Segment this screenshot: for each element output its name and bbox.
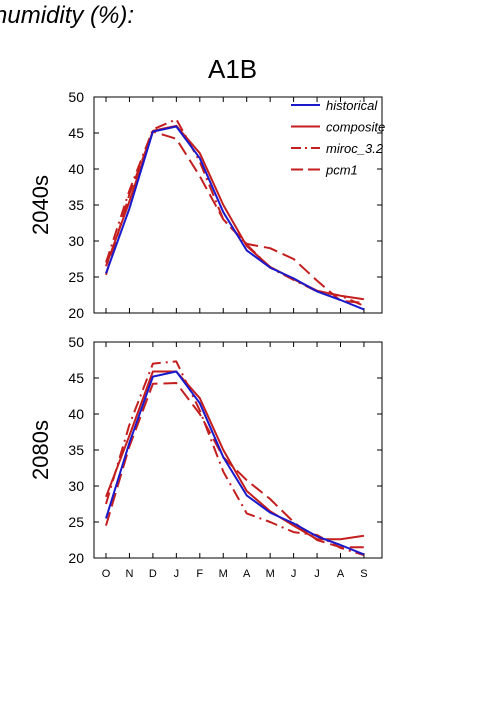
plot-frame: [93, 341, 383, 559]
y-tick-label: 40: [68, 161, 84, 177]
x-tick-label: N: [125, 568, 133, 580]
x-tick-label: M: [219, 568, 228, 580]
x-tick-label: S: [360, 568, 367, 580]
legend: historical composite miroc_3.2 pcm1: [291, 98, 385, 178]
panel-2080s: 20 25 30 35 40 45 50 O N D J F M A M J J A S 2080s: [28, 334, 383, 580]
y-tick-label: 50: [68, 89, 84, 105]
figure-heading: humidity (%):: [0, 2, 135, 29]
panel-2040s: 20 25 30 35 40 45 50 2040s historical composite mi…: [28, 89, 385, 321]
x-tick-label: M: [266, 568, 275, 580]
x-tick-label: J: [291, 568, 297, 580]
x-tick-label: A: [243, 568, 251, 580]
legend-label: pcm1: [325, 163, 358, 178]
x-tick-label: J: [314, 568, 320, 580]
scenario-title: A1B: [208, 54, 258, 84]
y-tick-label: 35: [68, 197, 84, 213]
y-tick-label: 20: [68, 550, 84, 566]
y-tick-label: 40: [68, 406, 84, 422]
y-tick-label: 30: [68, 233, 84, 249]
series-line-historical: [105, 370, 365, 556]
x-tick-label: F: [196, 568, 203, 580]
series-line-pcm1: [105, 382, 364, 549]
series-line-composite: [105, 370, 365, 541]
legend-label: historical: [326, 98, 378, 113]
x-tick-label: J: [174, 568, 180, 580]
panel-label: 2080s: [28, 420, 53, 480]
series-line-historical: [105, 125, 365, 311]
y-tick-label: 30: [68, 478, 84, 494]
y-tick-label: 50: [68, 334, 84, 350]
y-tick-label: 35: [68, 442, 84, 458]
y-tick-label: 25: [68, 269, 84, 285]
series-line-miroc-3-2: [105, 360, 365, 557]
x-tick-label: D: [149, 568, 157, 580]
x-tick-label: O: [102, 568, 111, 580]
y-tick-label: 25: [68, 514, 84, 530]
legend-label: miroc_3.2: [326, 141, 384, 156]
y-tick-label: 45: [68, 370, 84, 386]
x-tick-label: A: [337, 568, 345, 580]
panel-label: 2040s: [28, 175, 53, 235]
y-tick-label: 20: [68, 305, 84, 321]
y-tick-label: 45: [68, 125, 84, 141]
legend-label: composite: [326, 120, 385, 135]
